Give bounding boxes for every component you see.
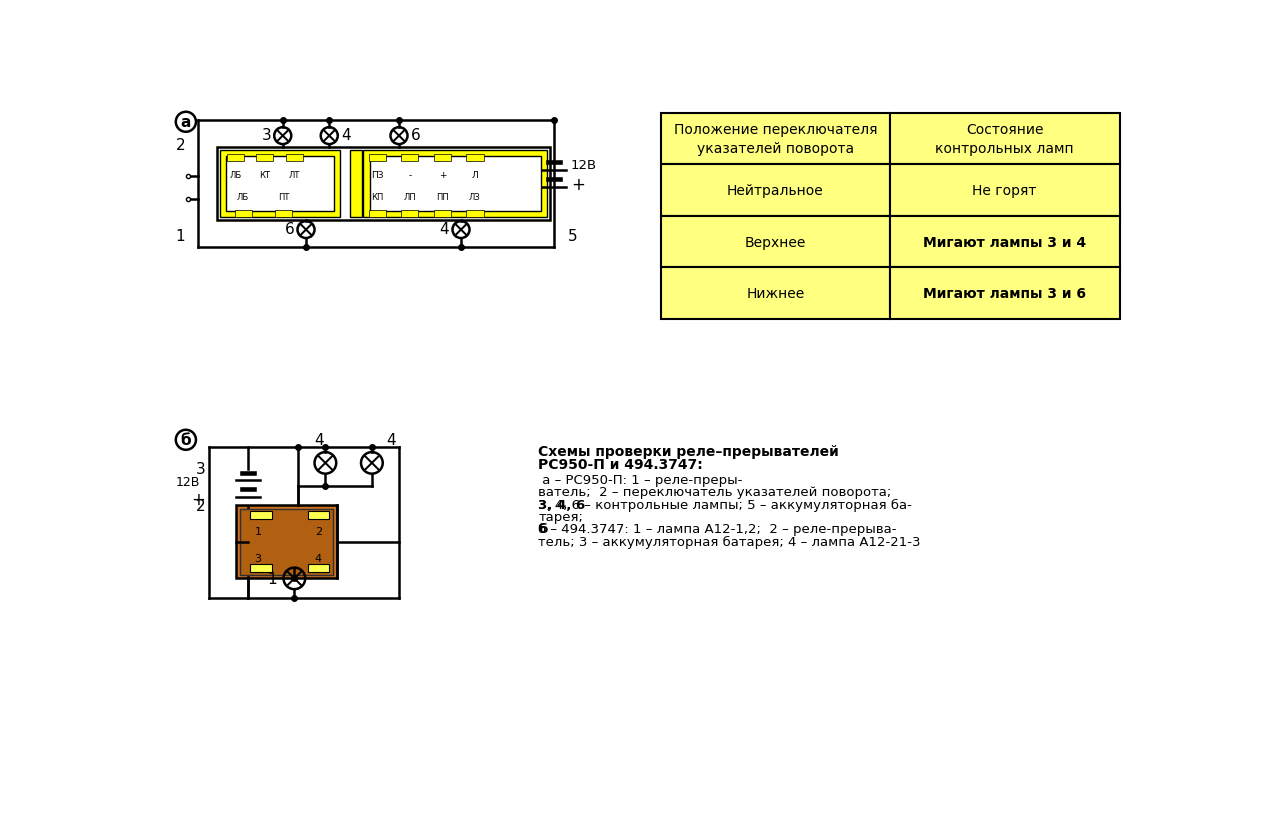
Bar — [236, 506, 337, 579]
Text: Не горят: Не горят — [973, 184, 1036, 197]
Text: Мигают лампы 3 и 4: Мигают лампы 3 и 4 — [923, 235, 1086, 249]
Text: ПЗ: ПЗ — [371, 171, 384, 181]
Text: тель; 3 – аккумуляторная батарея; 4 – лампа А12-21-3: тель; 3 – аккумуляторная батарея; 4 – ла… — [538, 535, 921, 548]
Bar — [250, 511, 272, 519]
Text: 4: 4 — [439, 222, 450, 237]
Bar — [286, 155, 304, 162]
Text: -: - — [408, 171, 411, 181]
Bar — [889, 268, 1120, 319]
Bar — [220, 151, 340, 218]
Text: 1: 1 — [254, 526, 262, 536]
Text: 4: 4 — [386, 433, 395, 448]
Bar — [307, 511, 329, 519]
Text: РС950-П и 494.3747:: РС950-П и 494.3747: — [538, 457, 704, 472]
Bar — [434, 155, 451, 162]
Text: 4: 4 — [315, 553, 323, 563]
Text: Нейтральное: Нейтральное — [726, 184, 824, 197]
Text: ЛЗ: ЛЗ — [469, 193, 481, 202]
Bar — [240, 509, 333, 575]
Text: ПП: ПП — [436, 193, 448, 202]
Text: а: а — [180, 115, 190, 130]
Text: 12В: 12В — [175, 476, 199, 489]
Text: б: б — [180, 433, 192, 448]
Text: ЛБ: ЛБ — [237, 193, 249, 202]
Bar — [889, 217, 1120, 268]
Text: +: + — [192, 491, 206, 509]
Bar — [257, 155, 273, 162]
Bar — [370, 157, 541, 212]
Text: КТ: КТ — [259, 171, 271, 181]
Text: +: + — [438, 171, 446, 181]
Bar — [235, 211, 251, 218]
Bar — [466, 211, 484, 218]
Text: 3, 4, 6 – контрольные лампы; 5 – аккумуляторная ба-: 3, 4, 6 – контрольные лампы; 5 – аккумул… — [538, 498, 912, 511]
Text: 2: 2 — [175, 138, 185, 153]
Bar — [889, 165, 1120, 217]
Text: 1: 1 — [268, 571, 277, 586]
Text: 4: 4 — [315, 433, 324, 448]
Text: 3: 3 — [262, 127, 271, 142]
Text: 2: 2 — [196, 498, 206, 513]
Bar — [889, 114, 1120, 165]
Text: ПТ: ПТ — [278, 193, 290, 202]
Text: 3: 3 — [254, 553, 262, 563]
Text: 1: 1 — [175, 229, 185, 244]
Bar — [660, 217, 889, 268]
Bar — [660, 114, 889, 165]
Text: Схемы проверки реле–прерывателей: Схемы проверки реле–прерывателей — [538, 444, 839, 458]
Text: 3, 4, 6: 3, 4, 6 — [538, 498, 585, 511]
Text: 5: 5 — [568, 229, 578, 244]
Text: б: б — [538, 522, 547, 536]
Text: +: + — [572, 176, 585, 193]
Text: тарея;: тарея; — [538, 510, 583, 523]
Bar — [466, 155, 484, 162]
Bar — [401, 155, 418, 162]
Bar — [217, 148, 550, 221]
Bar — [363, 151, 547, 218]
Text: 3: 3 — [196, 461, 206, 477]
Bar — [351, 151, 362, 218]
Bar — [250, 564, 272, 573]
Text: 6: 6 — [284, 222, 295, 237]
Text: ватель;  2 – переключатель указателей поворота;: ватель; 2 – переключатель указателей пов… — [538, 486, 892, 498]
Bar — [276, 211, 292, 218]
Text: б – 494.3747: 1 – лампа А12-1,2;  2 – реле-прерыва-: б – 494.3747: 1 – лампа А12-1,2; 2 – рел… — [538, 522, 897, 536]
Bar — [227, 155, 244, 162]
Bar — [660, 165, 889, 217]
Text: 12В: 12В — [572, 159, 597, 172]
Bar — [307, 564, 329, 573]
Text: Мигают лампы 3 и 6: Мигают лампы 3 и 6 — [923, 287, 1086, 301]
Text: 6: 6 — [410, 127, 420, 142]
Text: Состояние
контрольных ламп: Состояние контрольных ламп — [935, 123, 1074, 155]
Bar — [368, 155, 386, 162]
Bar — [434, 211, 451, 218]
Text: КП: КП — [371, 193, 384, 202]
Text: ЛБ: ЛБ — [230, 171, 241, 181]
Text: ЛТ: ЛТ — [288, 171, 300, 181]
Bar — [368, 211, 386, 218]
Text: Положение переключателя
указателей поворота: Положение переключателя указателей повор… — [673, 123, 878, 155]
Text: ЛП: ЛП — [404, 193, 417, 202]
Bar — [660, 268, 889, 319]
Text: Л: Л — [471, 171, 479, 181]
Text: 4: 4 — [340, 127, 351, 142]
Bar — [226, 157, 334, 212]
Text: 2: 2 — [315, 526, 323, 536]
Text: а – РС950-П: 1 – реле-преры-: а – РС950-П: 1 – реле-преры- — [538, 473, 743, 487]
Text: Нижнее: Нижнее — [747, 287, 804, 301]
Text: Верхнее: Верхнее — [744, 235, 806, 249]
Bar — [401, 211, 418, 218]
